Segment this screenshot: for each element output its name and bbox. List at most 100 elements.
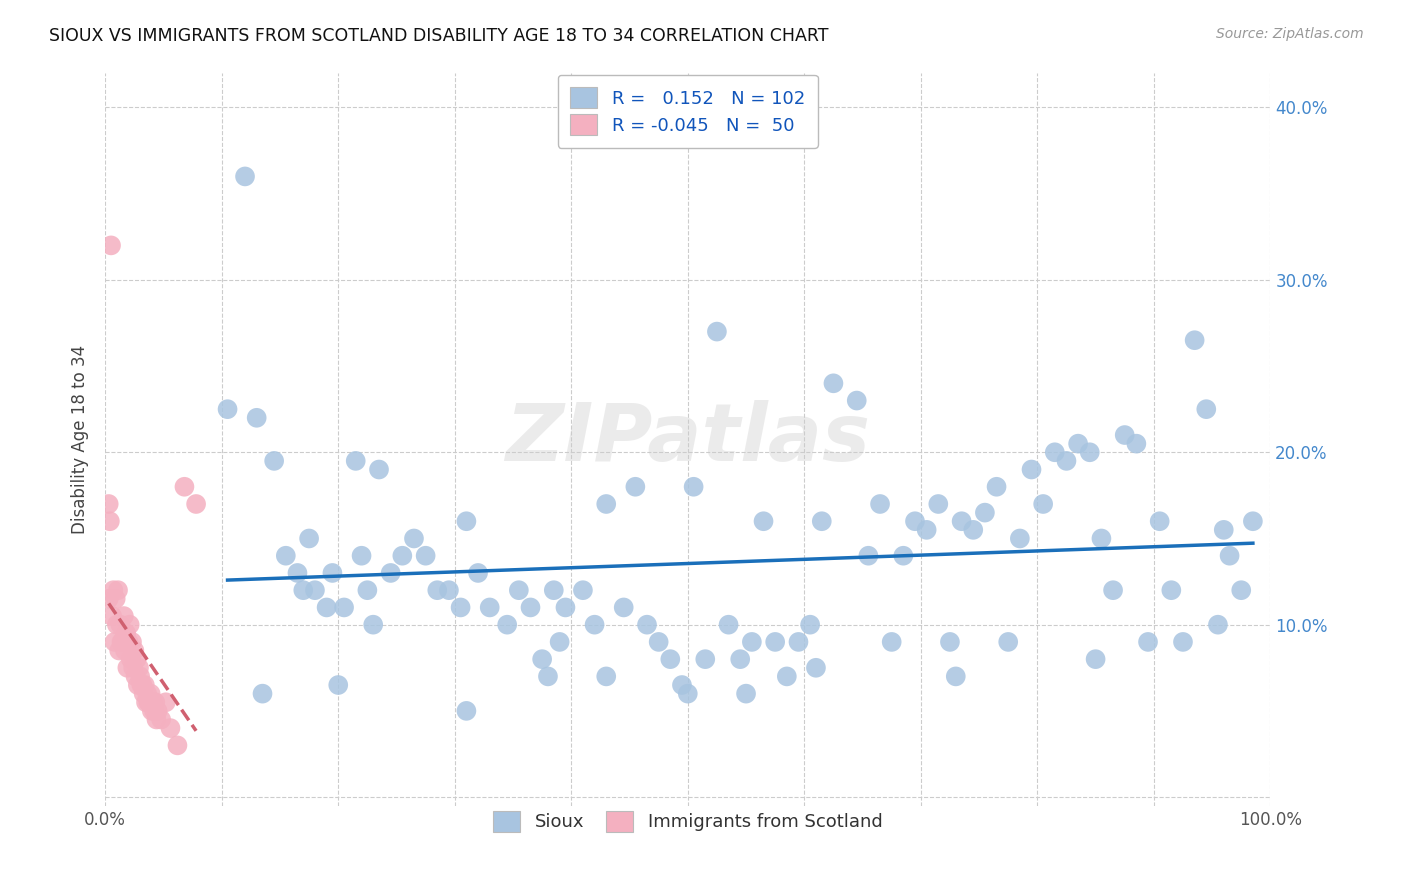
Point (787, 635, 810, 649)
Point (1114, 428, 1136, 442)
Point (97, 591, 120, 606)
Point (939, 635, 962, 649)
Point (117, 661, 139, 675)
Point (1090, 532, 1112, 546)
Point (173, 480, 195, 494)
Point (129, 669, 152, 683)
Point (135, 695, 157, 709)
Point (1008, 532, 1031, 546)
Point (118, 617, 141, 632)
Point (292, 583, 315, 598)
Point (1056, 454, 1078, 468)
Point (543, 583, 565, 598)
Point (537, 669, 560, 683)
Point (217, 402, 239, 417)
Point (166, 739, 188, 753)
Point (823, 376, 845, 391)
Point (915, 523, 938, 537)
Point (1195, 402, 1218, 417)
Point (150, 713, 173, 727)
Point (1212, 523, 1234, 537)
Point (624, 480, 647, 494)
Point (298, 532, 321, 546)
Point (554, 600, 576, 615)
Point (1149, 514, 1171, 528)
Point (1032, 497, 1054, 511)
Point (974, 506, 997, 520)
Point (108, 643, 131, 657)
Point (356, 583, 378, 598)
Point (246, 410, 269, 425)
Point (415, 549, 437, 563)
Point (159, 721, 181, 735)
Point (804, 661, 827, 675)
Point (122, 661, 145, 675)
Point (1230, 583, 1253, 598)
Point (142, 695, 165, 709)
Point (752, 514, 775, 528)
Point (125, 652, 148, 666)
Point (962, 523, 984, 537)
Point (103, 583, 125, 598)
Point (131, 678, 153, 692)
Point (1241, 514, 1264, 528)
Point (380, 566, 402, 580)
Point (682, 480, 704, 494)
Point (1206, 617, 1229, 632)
Point (110, 617, 132, 632)
Point (945, 669, 967, 683)
Point (450, 600, 472, 615)
Point (143, 695, 166, 709)
Point (1043, 445, 1066, 459)
Point (107, 583, 129, 598)
Point (101, 609, 124, 624)
Point (110, 635, 132, 649)
Point (111, 635, 134, 649)
Point (121, 635, 143, 649)
Point (810, 514, 832, 528)
Point (695, 652, 717, 666)
Point (328, 678, 350, 692)
Point (1171, 635, 1194, 649)
Point (496, 617, 519, 632)
Point (1102, 583, 1125, 598)
Text: ZIPatlas: ZIPatlas (505, 401, 870, 478)
Point (274, 549, 297, 563)
Point (1125, 436, 1147, 450)
Point (595, 497, 617, 511)
Point (904, 514, 927, 528)
Point (127, 678, 149, 692)
Point (1067, 436, 1090, 450)
Point (141, 704, 163, 718)
Point (845, 393, 868, 408)
Point (321, 566, 343, 580)
Text: SIOUX VS IMMIGRANTS FROM SCOTLAND DISABILITY AGE 18 TO 34 CORRELATION CHART: SIOUX VS IMMIGRANTS FROM SCOTLAND DISABI… (49, 27, 828, 45)
Point (869, 497, 891, 511)
Point (115, 626, 138, 640)
Point (287, 566, 309, 580)
Point (776, 669, 799, 683)
Point (595, 669, 617, 683)
Point (402, 532, 425, 546)
Point (361, 617, 384, 632)
Point (728, 652, 751, 666)
Point (117, 635, 139, 649)
Point (112, 609, 135, 624)
Point (104, 591, 127, 606)
Point (508, 583, 530, 598)
Point (143, 704, 166, 718)
Point (252, 687, 274, 701)
Point (132, 687, 155, 701)
Point (146, 704, 169, 718)
Point (613, 600, 636, 615)
Point (572, 583, 595, 598)
Point (344, 454, 367, 468)
Point (105, 617, 128, 632)
Point (1021, 462, 1043, 476)
Point (1184, 333, 1206, 347)
Point (131, 678, 153, 692)
Point (741, 635, 763, 649)
Point (531, 652, 554, 666)
Point (103, 635, 125, 649)
Point (155, 695, 177, 709)
